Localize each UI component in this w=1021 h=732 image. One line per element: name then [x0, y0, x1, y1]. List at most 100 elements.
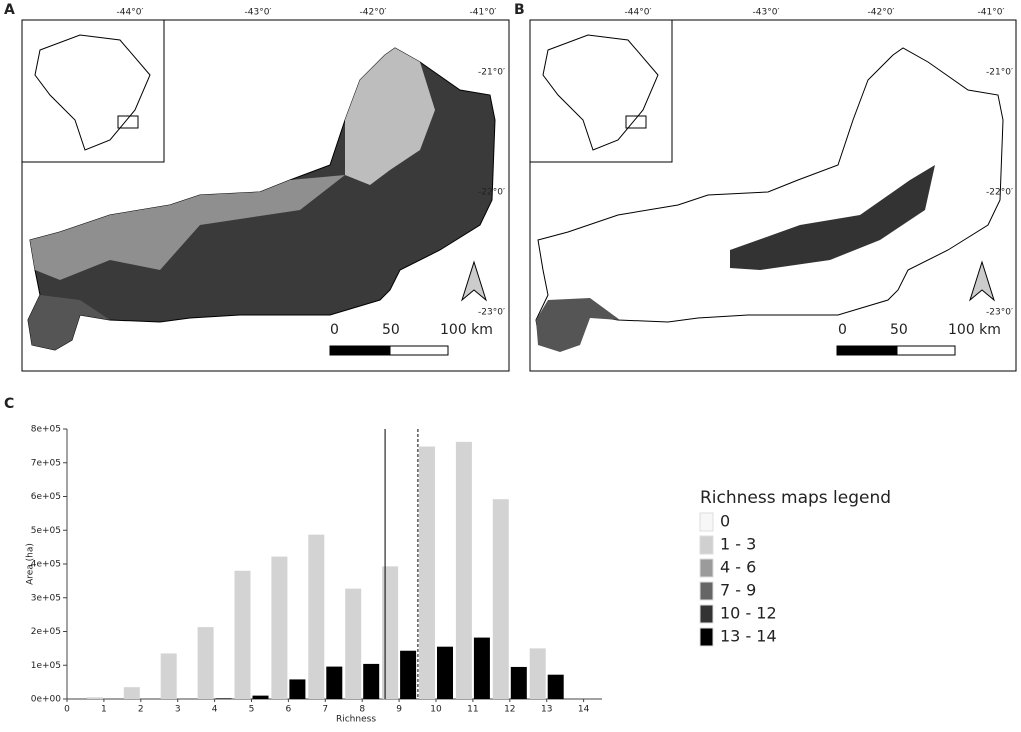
- inset-box: [625, 115, 647, 129]
- x-tick-label: 1: [101, 705, 107, 715]
- bar: [326, 666, 343, 699]
- scale-label: 50: [890, 322, 908, 338]
- x-tick-label: 0: [64, 705, 70, 715]
- y-tick-label: 8e+05: [31, 425, 61, 435]
- y-tick-label: 3e+05: [31, 593, 61, 603]
- x-tick-label: 14: [578, 705, 590, 715]
- scale-label: 100 km: [440, 322, 493, 338]
- lon-label: -44°0′: [625, 8, 652, 18]
- map-a: [21, 19, 510, 372]
- inset-outline: [542, 34, 659, 151]
- lon-label: -42°0′: [868, 8, 895, 18]
- region: [28, 295, 110, 350]
- x-tick-label: 9: [396, 705, 402, 715]
- bar: [86, 697, 103, 699]
- scale-label: 0: [838, 322, 847, 338]
- x-tick-label: 12: [504, 705, 515, 715]
- north-arrow: [461, 260, 487, 302]
- x-tick-label: 6: [286, 705, 292, 715]
- scale-bar: [896, 345, 956, 356]
- bar: [308, 534, 325, 699]
- lon-label: -43°0′: [245, 8, 272, 18]
- bar: [363, 663, 380, 699]
- y-axis-label: Area (ha): [26, 543, 36, 585]
- region: [536, 298, 620, 352]
- x-tick-label: 13: [541, 705, 552, 715]
- legend-label: 13 - 14: [720, 627, 777, 646]
- lat-label: -21°0′: [478, 68, 505, 78]
- legend-swatch: [699, 581, 714, 601]
- bar: [492, 499, 509, 699]
- bar: [400, 650, 417, 699]
- y-tick-label: 0e+00: [31, 695, 62, 705]
- region: [345, 48, 435, 185]
- lat-label: -21°0′: [986, 68, 1013, 78]
- region: [730, 165, 935, 270]
- x-tick-label: 10: [430, 705, 442, 715]
- bar: [419, 446, 435, 699]
- lat-label: -22°0′: [478, 188, 505, 198]
- y-tick-label: 5e+05: [31, 526, 61, 536]
- bar: [455, 441, 472, 699]
- lon-label: -44°0′: [117, 8, 144, 18]
- inset-map: [21, 19, 165, 163]
- lon-label: -41°0′: [978, 8, 1005, 18]
- bar: [197, 627, 214, 699]
- bar: [289, 679, 306, 699]
- inset-map: [529, 19, 673, 163]
- scale-bar: [329, 345, 391, 356]
- x-tick-label: 8: [359, 705, 365, 715]
- scale-label: 100 km: [948, 322, 1001, 338]
- bar: [271, 556, 288, 699]
- legend-label: 1 - 3: [720, 535, 756, 554]
- region: [30, 175, 345, 280]
- x-tick-label: 4: [212, 705, 218, 715]
- scale-label: 50: [382, 322, 400, 338]
- y-tick-label: 6e+05: [31, 492, 61, 502]
- legend-label: 7 - 9: [720, 581, 756, 600]
- inset-box: [117, 115, 139, 129]
- legend-label: 4 - 6: [720, 558, 756, 577]
- panel-label: B: [514, 2, 525, 18]
- legend-swatch: [699, 558, 714, 578]
- north-arrow: [969, 260, 995, 302]
- lat-label: -23°0′: [478, 308, 505, 318]
- lon-label: -42°0′: [360, 8, 387, 18]
- bar: [215, 698, 232, 699]
- lon-label: -41°0′: [470, 8, 497, 18]
- x-tick-label: 2: [138, 705, 144, 715]
- scale-label: 0: [330, 322, 339, 338]
- bar: [123, 687, 140, 699]
- y-tick-label: 4e+05: [31, 560, 61, 570]
- scale-bar: [389, 345, 449, 356]
- bar: [437, 646, 453, 699]
- x-tick-label: 11: [467, 705, 478, 715]
- bar: [529, 648, 546, 699]
- bar: [382, 566, 399, 699]
- y-tick-label: 2e+05: [31, 627, 61, 637]
- bar: [160, 653, 177, 699]
- x-tick-label: 7: [322, 705, 328, 715]
- legend-label: 0: [720, 512, 730, 531]
- legend-title: Richness maps legend: [700, 488, 891, 508]
- scale-bar: [836, 345, 898, 356]
- bar: [473, 637, 490, 699]
- bar: [345, 588, 362, 699]
- x-tick-label: 5: [249, 705, 255, 715]
- legend-swatch: [699, 627, 714, 647]
- bar: [510, 666, 527, 699]
- legend-swatch: [699, 512, 714, 532]
- bar: [547, 674, 564, 699]
- legend-label: 10 - 12: [720, 604, 777, 623]
- x-axis-label: Richness: [336, 715, 376, 725]
- legend-swatch: [699, 535, 714, 555]
- lon-label: -43°0′: [753, 8, 780, 18]
- inset-outline: [34, 34, 151, 151]
- map-b: [529, 19, 1017, 372]
- lat-label: -23°0′: [986, 308, 1013, 318]
- y-tick-label: 1e+05: [31, 661, 61, 671]
- bar: [252, 695, 269, 699]
- bar: [234, 570, 251, 699]
- panel-label: C: [4, 396, 14, 412]
